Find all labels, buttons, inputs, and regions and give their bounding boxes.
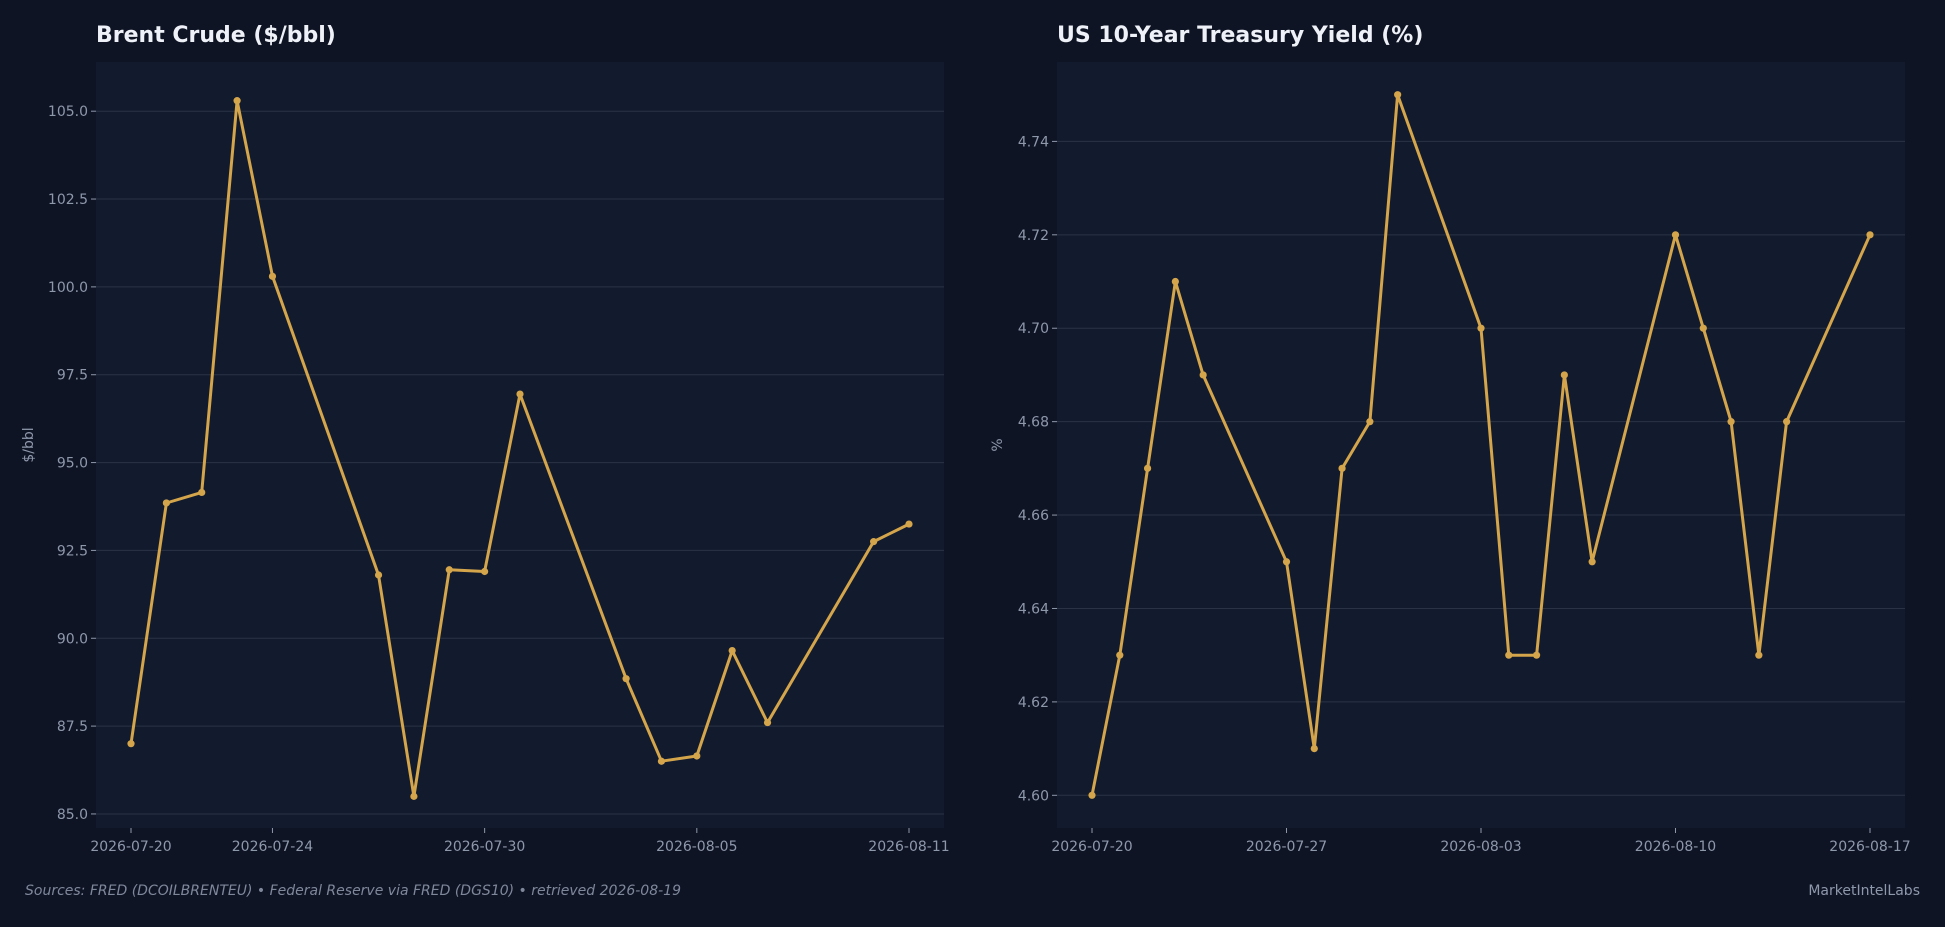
yield-data-point — [1338, 464, 1346, 472]
brent-data-point — [233, 97, 241, 105]
brent-y-tick-label: 87.5 — [57, 719, 88, 735]
footer-sources: Sources: FRED (DCOILBRENTEU) • Federal R… — [25, 883, 681, 899]
yield-x-tick-label: 2026-07-20 — [1051, 839, 1132, 855]
brent-plot-area — [96, 62, 944, 828]
brent-y-tick-label: 105.0 — [48, 104, 88, 120]
yield-data-point — [1088, 791, 1096, 799]
yield-y-tick-label: 4.62 — [1018, 695, 1049, 711]
yield-data-point — [1671, 231, 1680, 239]
yield-data-point — [1116, 651, 1124, 659]
brent-data-point — [693, 752, 701, 760]
brent-data-point — [410, 792, 418, 800]
yield-x-tick-label: 2026-08-10 — [1635, 839, 1716, 855]
brent-y-tick-label: 85.0 — [57, 807, 88, 823]
brent-data-point — [622, 675, 630, 683]
yield-plot-area — [1057, 62, 1905, 828]
yield-y-tick-label: 4.66 — [1018, 508, 1049, 524]
brent-y-tick-label: 92.5 — [57, 543, 88, 559]
brent-data-point — [445, 566, 453, 574]
brent-data-point — [481, 567, 489, 576]
brent-y-tick-label: 97.5 — [57, 368, 88, 384]
yield-data-point — [1366, 418, 1374, 426]
brent-data-point — [268, 272, 277, 280]
yield-data-point — [1588, 558, 1596, 566]
brent-data-point — [763, 718, 772, 727]
yield-chart-title: US 10-Year Treasury Yield (%) — [1057, 23, 1423, 48]
yield-data-point — [1171, 277, 1179, 286]
yield-data-point — [1560, 371, 1568, 379]
yield-data-point — [1866, 231, 1874, 239]
footer-brand: MarketIntelLabs — [1808, 883, 1920, 899]
brent-data-point — [657, 757, 666, 765]
brent-data-point — [198, 488, 206, 497]
yield-data-point — [1755, 651, 1763, 659]
brent-data-point — [162, 499, 170, 507]
brent-y-axis-label: $/bbl — [21, 427, 37, 462]
yield-data-point — [1783, 418, 1791, 426]
brent-data-point — [127, 740, 135, 748]
brent-chart-title: Brent Crude ($/bbl) — [96, 23, 336, 48]
brent-y-tick-label: 100.0 — [48, 280, 88, 296]
brent-y-tick-label: 102.5 — [48, 192, 88, 208]
brent-data-point — [374, 571, 383, 579]
yield-data-point — [1143, 464, 1152, 472]
brent-x-tick-label: 2026-07-30 — [444, 839, 525, 855]
yield-data-point — [1477, 324, 1485, 332]
brent-data-point — [728, 646, 736, 655]
brent-x-tick-label: 2026-07-20 — [90, 839, 171, 855]
brent-y-tick-label: 90.0 — [57, 631, 88, 647]
yield-data-point — [1310, 744, 1318, 753]
yield-y-tick-label: 4.70 — [1018, 321, 1049, 337]
yield-y-tick-label: 4.64 — [1018, 601, 1049, 617]
yield-data-point — [1282, 558, 1291, 566]
brent-x-tick-label: 2026-07-24 — [232, 839, 313, 855]
brent-x-tick-label: 2026-08-05 — [656, 839, 737, 855]
brent-crude-panel: Brent Crude ($/bbl) $/bbl 85.0 87.5 90.0 92.5… — [21, 23, 950, 855]
brent-data-point — [905, 520, 913, 528]
treasury-yield-panel: US 10-Year Treasury Yield (%)% 4.60 4.62 4.… — [990, 23, 1911, 855]
yield-y-tick-label: 4.74 — [1018, 134, 1049, 150]
yield-data-point — [1394, 91, 1402, 99]
yield-y-tick-label: 4.60 — [1018, 788, 1049, 804]
brent-y-tick-label: 95.0 — [57, 456, 88, 472]
yield-data-point — [1699, 324, 1707, 332]
yield-x-tick-label: 2026-08-17 — [1829, 839, 1910, 855]
yield-y-axis-label: % — [990, 438, 1006, 451]
yield-y-tick-label: 4.68 — [1018, 415, 1049, 431]
brent-data-point — [516, 390, 524, 398]
brent-x-tick-label: 2026-08-11 — [868, 839, 949, 855]
yield-data-point — [1505, 651, 1513, 659]
brent-data-point — [870, 538, 878, 546]
yield-y-tick-label: 4.72 — [1018, 228, 1049, 244]
yield-data-point — [1199, 371, 1207, 379]
yield-x-tick-label: 2026-07-27 — [1246, 839, 1327, 855]
yield-data-point — [1532, 651, 1541, 659]
yield-data-point — [1727, 418, 1735, 426]
yield-x-tick-label: 2026-08-03 — [1440, 839, 1521, 855]
